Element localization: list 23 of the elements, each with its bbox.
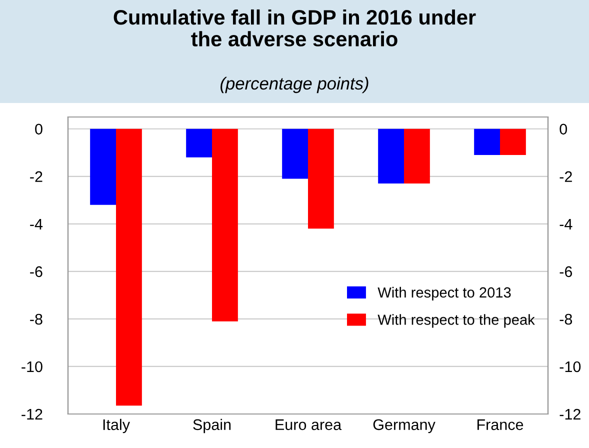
x-tick-label: Italy — [103, 418, 130, 434]
y2-tick-label: -6 — [560, 266, 572, 278]
y2-tick-label: -4 — [560, 218, 572, 230]
y-tick-label: -8 — [30, 314, 42, 325]
legend-label: With respect to the peak — [378, 314, 535, 328]
chart-subtitle: (percentage points) — [220, 76, 368, 94]
y2-tick-label: -8 — [560, 314, 572, 325]
y-tick-label: -4 — [30, 218, 43, 230]
x-tick-label: Euro area — [276, 419, 342, 430]
y-tick-label: -10 — [22, 361, 42, 372]
legend-label: With respect to 2013 — [378, 286, 511, 301]
y-tick-label: -2 — [30, 171, 42, 182]
chart-title: Cumulative fall in GDP in 2016 under the adverse scenario — [114, 9, 476, 46]
y-tick-label: -12 — [22, 408, 42, 420]
y2-tick-label: -2 — [560, 171, 572, 182]
y2-tick-label: 0 — [560, 124, 568, 135]
y-tick-label: -6 — [30, 266, 42, 278]
x-tick-label: Spain — [193, 418, 231, 434]
x-tick-label: Germany — [373, 419, 436, 434]
y2-tick-label: -12 — [560, 408, 580, 420]
x-tick-label: France — [477, 419, 524, 430]
y-tick-label: 0 — [35, 124, 42, 135]
y2-tick-label: -10 — [560, 361, 581, 372]
